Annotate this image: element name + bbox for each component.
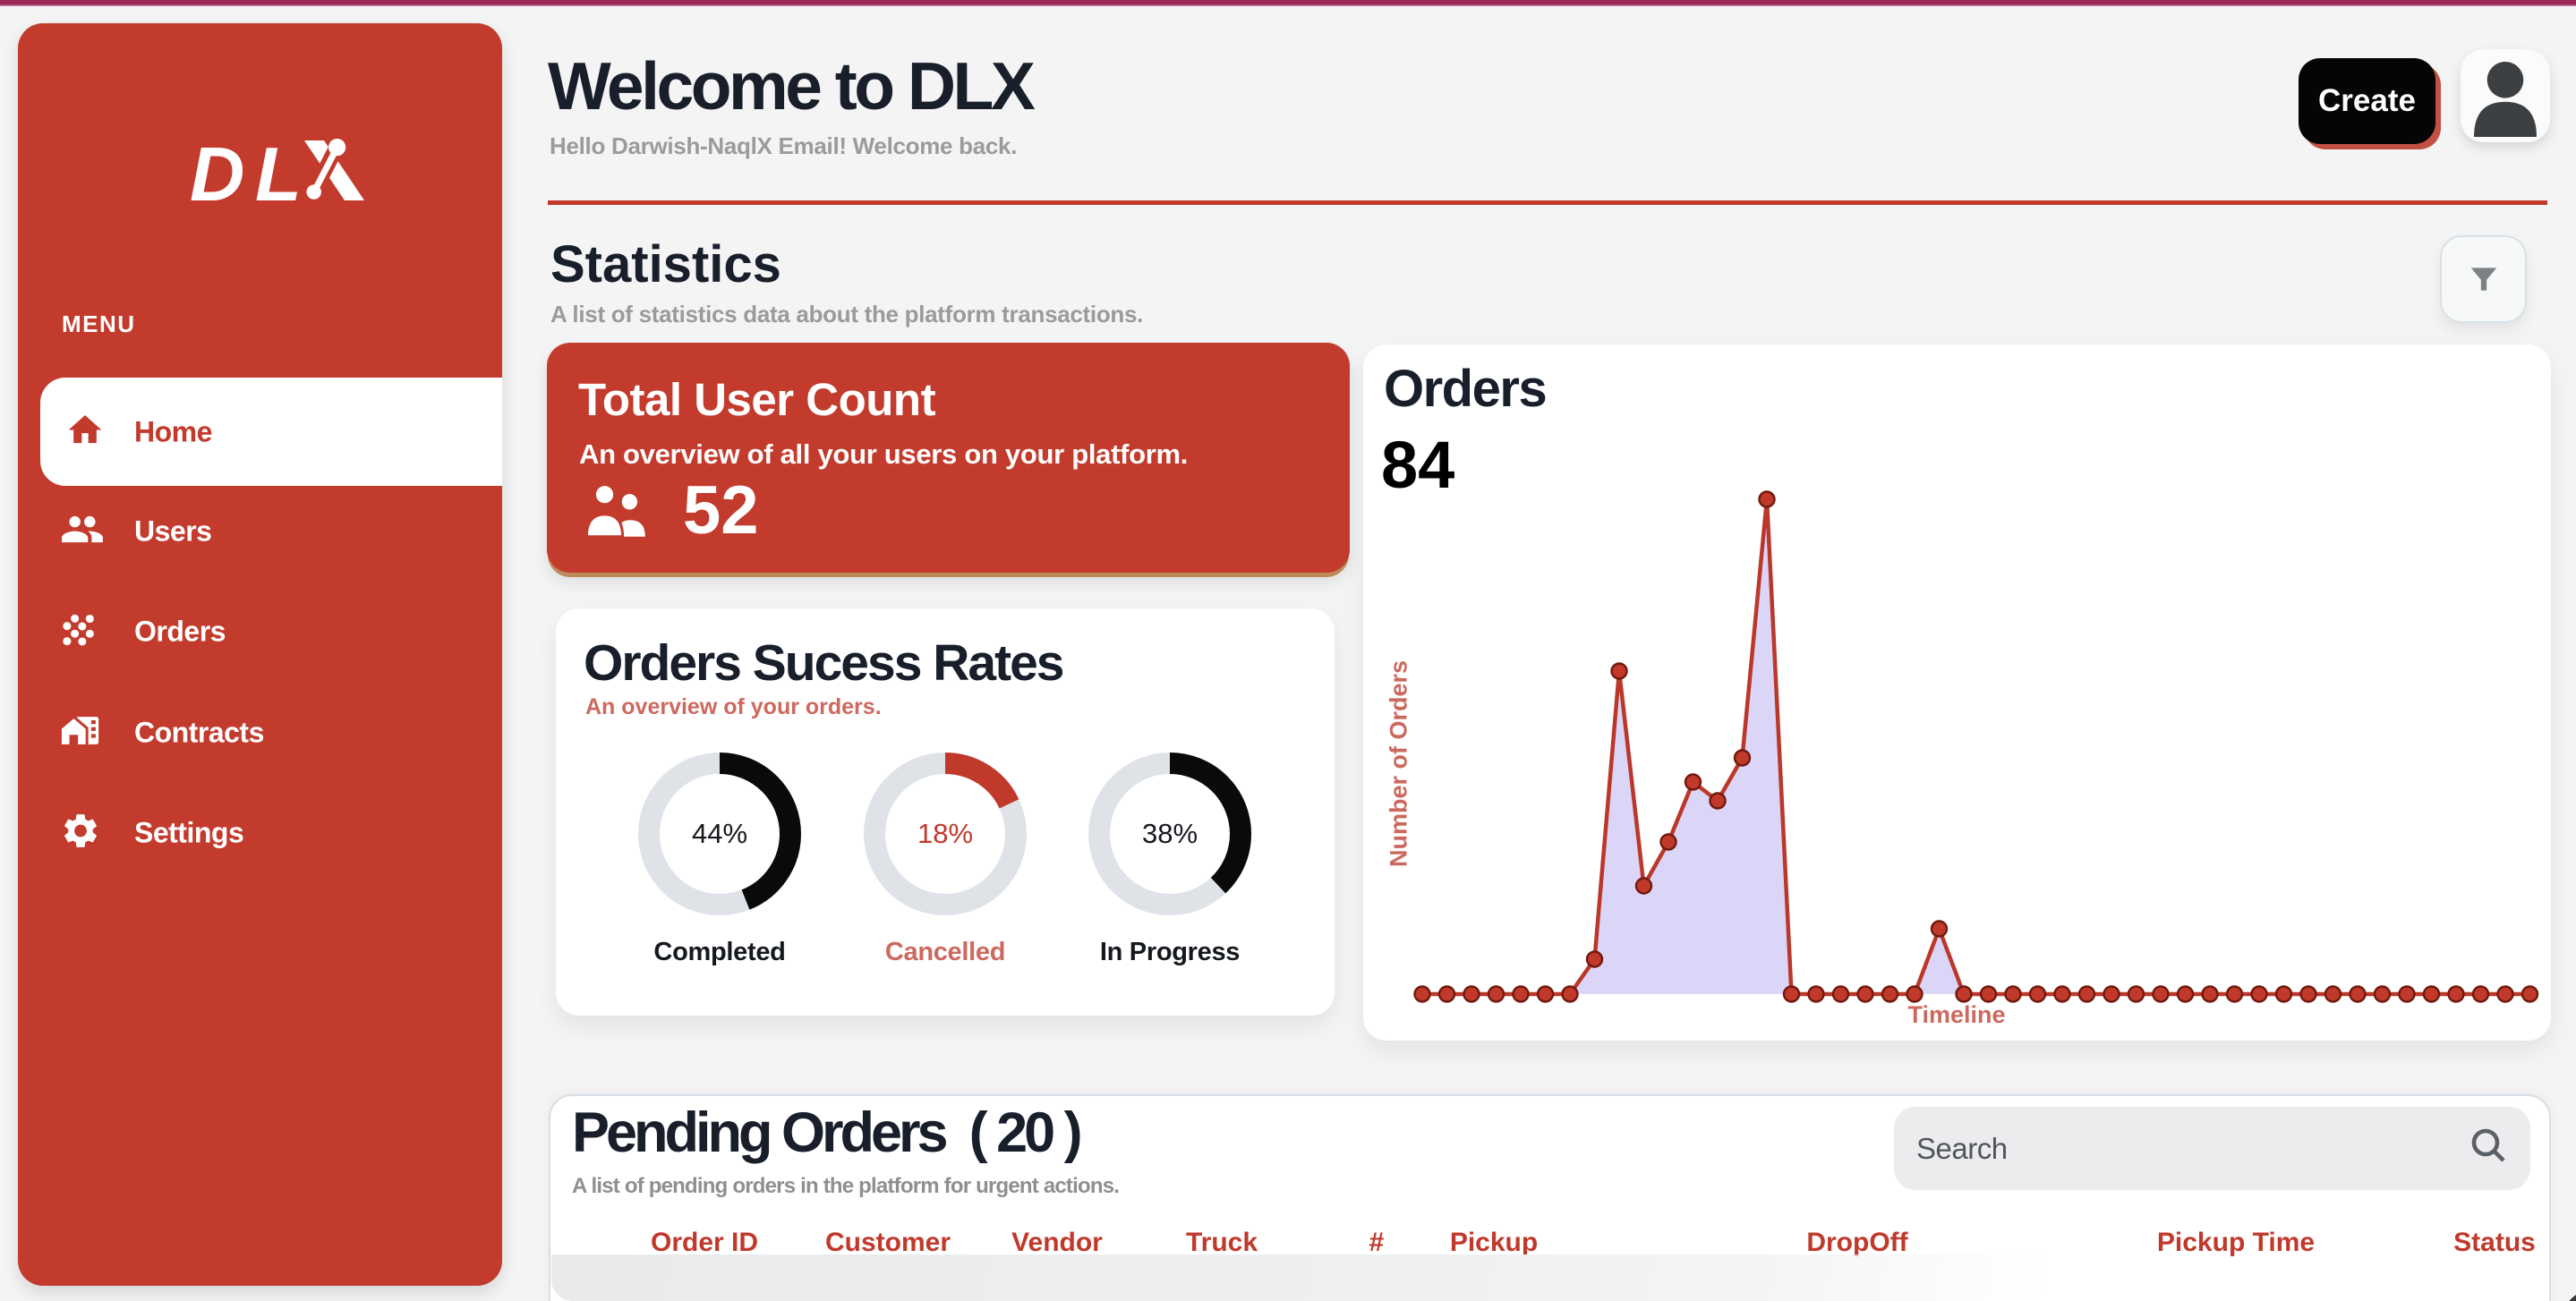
svg-text:D: D (190, 132, 244, 217)
svg-text:L: L (255, 132, 302, 217)
